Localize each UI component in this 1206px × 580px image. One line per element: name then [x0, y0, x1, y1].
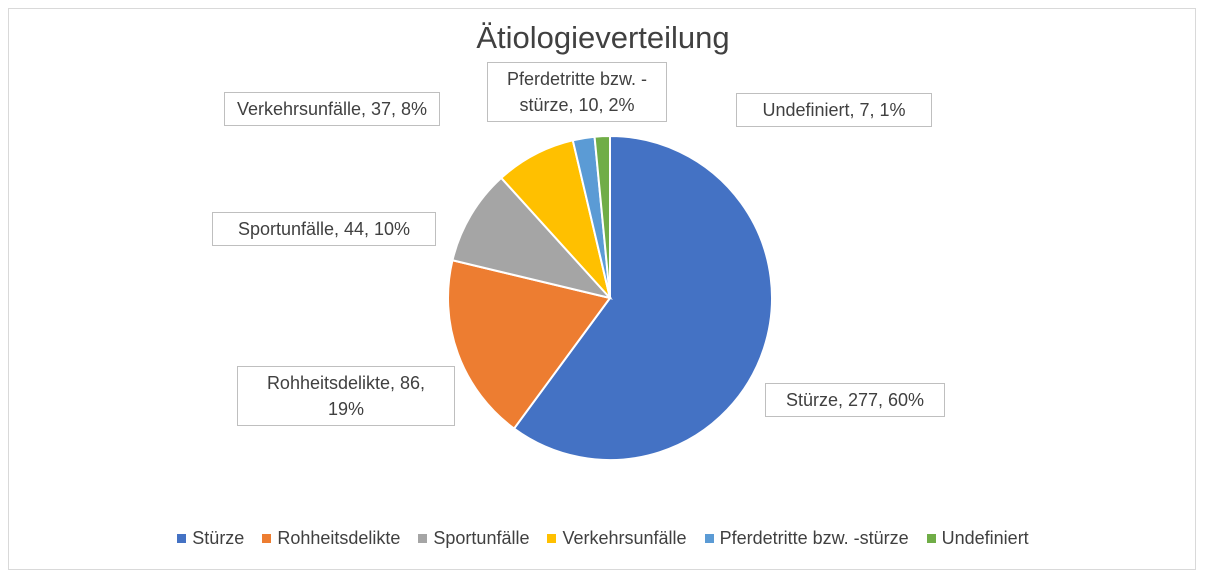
legend-text: Sportunfälle [433, 528, 530, 548]
legend-text: Pferdetritte bzw. -stürze [719, 528, 909, 548]
legend-swatch [547, 534, 557, 543]
legend-item: Rohheitsdelikte [262, 528, 400, 549]
legend: Stürze Rohheitsdelikte Sportunfälle Verkehr… [0, 528, 1206, 549]
pie-slice [447, 259, 612, 430]
legend-item: Verkehrsunfälle [547, 528, 687, 549]
data-label: Pferdetritte bzw. - stürze, 10, 2% [487, 62, 667, 122]
pie-slice [451, 176, 613, 300]
legend-text: Verkehrsunfälle [562, 528, 687, 548]
legend-item: Sportunfälle [418, 528, 529, 549]
legend-swatch [418, 534, 428, 543]
legend-text: Stürze [192, 528, 245, 548]
legend-text: Undefiniert [941, 528, 1029, 548]
pie-slice [512, 134, 773, 461]
data-label: Rohheitsdelikte, 86, 19% [237, 366, 455, 426]
legend-item: Undefiniert [926, 528, 1029, 549]
data-label: Sportunfälle, 44, 10% [212, 212, 436, 246]
legend-item: Stürze [177, 528, 244, 549]
pie-slice [593, 134, 611, 299]
data-label: Verkehrsunfälle, 37, 8% [224, 92, 440, 126]
chart-title: Ätiologieverteilung [476, 20, 730, 55]
legend-text: Rohheitsdelikte [277, 528, 401, 548]
legend-swatch [704, 534, 714, 543]
data-label: Stürze, 277, 60% [765, 383, 945, 417]
data-label: Undefiniert, 7, 1% [736, 93, 932, 127]
legend-swatch [262, 534, 272, 543]
legend-swatch [926, 534, 936, 543]
chart-frame [8, 8, 1196, 570]
legend-swatch [177, 534, 187, 543]
legend-item: Pferdetritte bzw. -stürze [704, 528, 909, 549]
